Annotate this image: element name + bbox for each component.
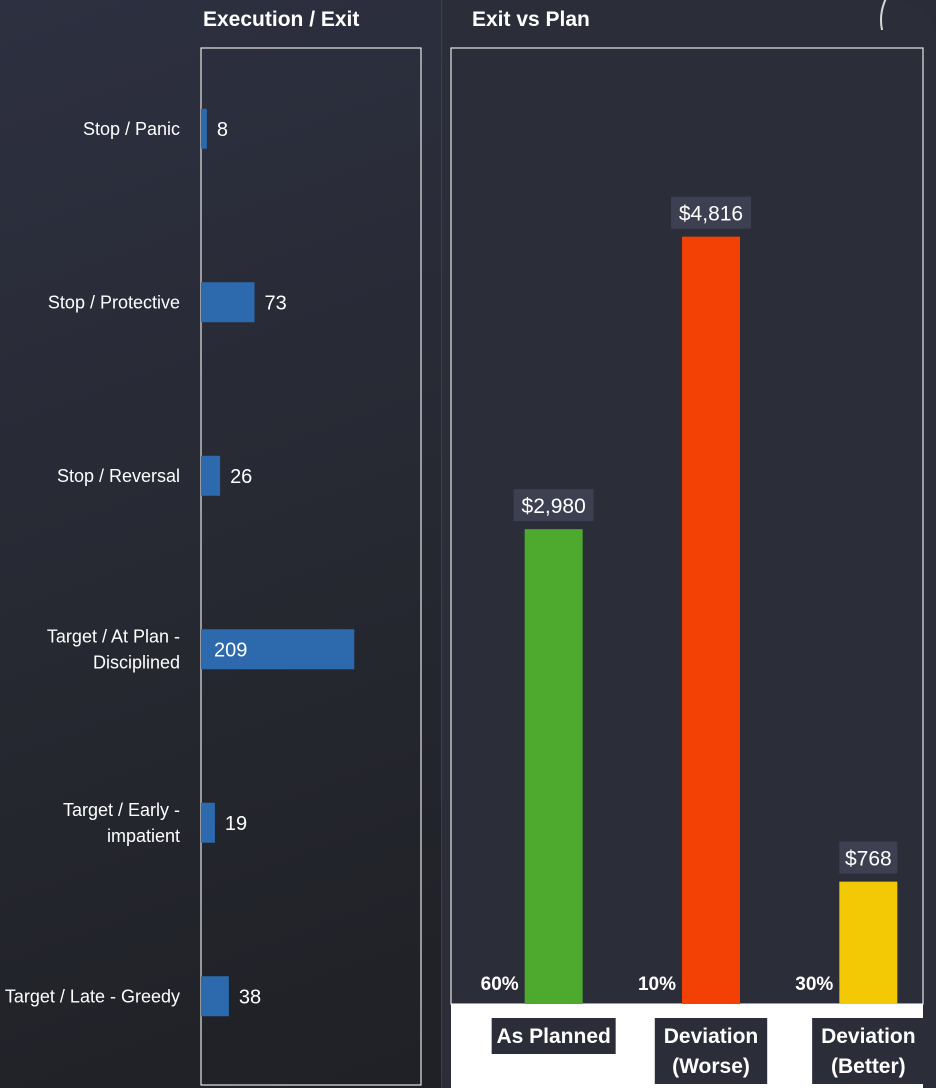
right-percent-label: 10% [638,974,676,995]
right-value-label: $2,980 [522,495,586,518]
left-category-label: Stop / Reversal [57,466,180,486]
panel-divider [441,0,442,1088]
right-percent-label: 60% [481,974,519,995]
right-category-label: (Worse) [672,1055,750,1078]
left-category-label: Target / Early - [63,800,180,820]
left-category-label: Target / Late - Greedy [5,986,180,1006]
corner-decoration [880,0,936,30]
category-label-box [654,1018,768,1084]
right-bar [524,529,583,1004]
right-category-label: Deviation [664,1025,759,1048]
left-category-label: Target / At Plan - [47,626,180,646]
left-value-label: 209 [214,639,247,661]
value-label-box [671,196,751,229]
value-label-box [513,489,594,522]
right-bar [682,236,740,1005]
right-value-label: $4,816 [679,203,743,226]
left-plot-frame [200,47,422,1086]
right-category-label: As Planned [496,1025,610,1048]
category-label-box [491,1018,616,1054]
value-label-box [839,841,898,874]
left-category-label: Stop / Protective [48,292,180,312]
right-percent-label: 30% [795,974,833,995]
right-value-label: $768 [845,848,892,871]
left-value-label: 8 [217,119,228,141]
left-category-label: impatient [107,826,180,846]
left-bar [201,455,221,496]
left-bar [201,976,229,1017]
left-value-label: 19 [225,813,247,835]
right-category-label: Deviation [821,1025,916,1048]
left-category-label: Stop / Panic [83,119,180,139]
left-chart-title: Execution / Exit [203,8,360,31]
left-value-label: 73 [265,292,287,314]
left-bar [201,629,355,670]
left-bar [201,108,207,149]
right-bar-chart: $2,980 60% As Planned $4,816 10% Deviation (Wo… [481,196,925,1084]
right-chart-title: Exit vs Plan [472,8,590,31]
left-category-label: Disciplined [93,652,180,672]
left-bar-chart: Stop / Panic 8 Stop / Protective 73 Stop / R… [5,108,355,1017]
left-value-label: 38 [239,986,261,1008]
category-label-box [812,1018,925,1084]
right-bar [839,881,898,1004]
left-bar [201,282,255,323]
left-value-label: 26 [230,466,252,488]
left-bar [201,802,215,843]
right-category-label: (Better) [831,1055,906,1078]
